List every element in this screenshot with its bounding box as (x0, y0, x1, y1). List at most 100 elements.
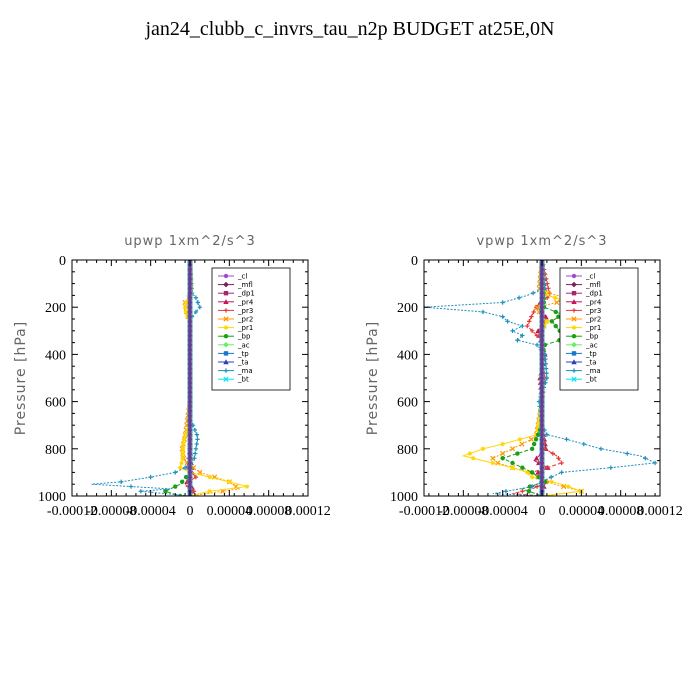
data-point (529, 446, 535, 451)
data-point (515, 338, 520, 343)
x-tick-label: -0.00008 (438, 504, 488, 519)
data-point (182, 305, 188, 310)
data-point (556, 314, 561, 319)
legend-entry-bp: _bp (585, 333, 599, 341)
data-point (529, 484, 535, 489)
plot-area (424, 260, 658, 496)
legend-entry-pr2: _pr2 (237, 316, 253, 324)
data-point (536, 418, 542, 423)
data-point (163, 489, 168, 494)
legend-marker (571, 325, 577, 330)
legend-marker (571, 359, 577, 365)
data-point (531, 441, 537, 447)
data-point (183, 309, 188, 315)
legend: _cl_mfl_dp1_pr4_pr3_pr2_pr1_bp_ac_tp_ta_… (211, 267, 291, 391)
data-point (138, 489, 144, 494)
data-point (527, 319, 532, 324)
legend-entry-pr3: _pr3 (585, 307, 601, 315)
data-point (180, 446, 186, 451)
data-point (520, 465, 525, 470)
x-tick-label: -0.00004 (126, 504, 176, 519)
data-point (195, 300, 201, 305)
data-point (643, 456, 648, 461)
data-point (530, 290, 536, 296)
data-point (652, 460, 658, 466)
legend-marker (571, 299, 577, 304)
data-point (470, 456, 476, 461)
data-point (197, 305, 203, 310)
data-point (183, 432, 188, 437)
y-tick-label: 200 (45, 301, 66, 316)
data-point (193, 309, 199, 315)
data-point (520, 489, 525, 494)
x-tick-label: -0.00012 (399, 504, 449, 519)
data-point (148, 474, 153, 480)
data-point (544, 375, 550, 381)
data-point (197, 469, 203, 476)
legend-marker (223, 325, 229, 330)
legend-marker (571, 376, 577, 382)
data-point (529, 314, 534, 319)
data-point (529, 470, 535, 475)
data-point (128, 484, 134, 489)
data-point (182, 465, 188, 470)
y-tick-label: 400 (45, 348, 66, 363)
data-point (177, 465, 183, 470)
legend-marker (223, 368, 229, 373)
data-point (194, 441, 199, 447)
legend-entry-pr3: _pr3 (237, 307, 253, 315)
data-point (534, 484, 540, 489)
x-tick-label: -0.00004 (478, 504, 528, 519)
data-point (519, 441, 525, 447)
data-point (173, 484, 178, 489)
legend-entry-dp1: _dp1 (585, 290, 603, 298)
legend-marker (223, 376, 229, 382)
data-point (467, 451, 473, 456)
data-point (193, 446, 199, 451)
data-point (227, 479, 232, 485)
data-point (549, 479, 555, 485)
data-point (529, 328, 535, 333)
data-point (553, 309, 558, 315)
legend-entry-ac: _ac (585, 341, 598, 349)
data-point (490, 455, 496, 461)
data-point (525, 323, 530, 329)
data-point (181, 441, 186, 447)
series-line-ma (424, 260, 657, 496)
x-tick-label: 0 (539, 504, 546, 519)
legend-marker (571, 351, 577, 356)
data-point (543, 313, 549, 319)
y-tick-label: 0 (59, 254, 66, 269)
legend-marker (223, 281, 229, 288)
data-point (550, 451, 556, 456)
data-point (192, 427, 198, 433)
data-point (510, 328, 515, 333)
data-point (556, 456, 561, 461)
data-point (534, 304, 540, 310)
y-tick-label: 400 (397, 348, 418, 363)
x-tick-label: 0.00004 (207, 504, 253, 519)
legend-entry-mfl: _mfl (237, 281, 253, 289)
data-point (510, 460, 515, 466)
data-point (533, 437, 539, 442)
legend-entry-cl: _cl (237, 273, 247, 281)
data-point (581, 441, 586, 447)
legend-marker (223, 291, 229, 296)
legend-entry-pr1: _pr1 (237, 324, 253, 332)
data-point (520, 323, 525, 329)
data-point (192, 456, 197, 461)
data-point (503, 489, 509, 494)
legend-entry-ma: _ma (585, 367, 601, 375)
data-point (500, 314, 505, 319)
legend-entry-dp1: _dp1 (237, 290, 255, 298)
legend-entry-pr2: _pr2 (585, 316, 601, 324)
legend-marker (223, 342, 229, 348)
data-point (194, 432, 200, 437)
legend-entry-bt: _bt (585, 376, 597, 384)
legend-entry-cl: _cl (585, 273, 595, 281)
series-line-pr3 (512, 260, 563, 496)
data-point (534, 342, 540, 348)
legend-entry-bt: _bt (237, 376, 249, 384)
legend-entry-pr4: _pr4 (585, 298, 602, 306)
data-point (193, 474, 199, 480)
